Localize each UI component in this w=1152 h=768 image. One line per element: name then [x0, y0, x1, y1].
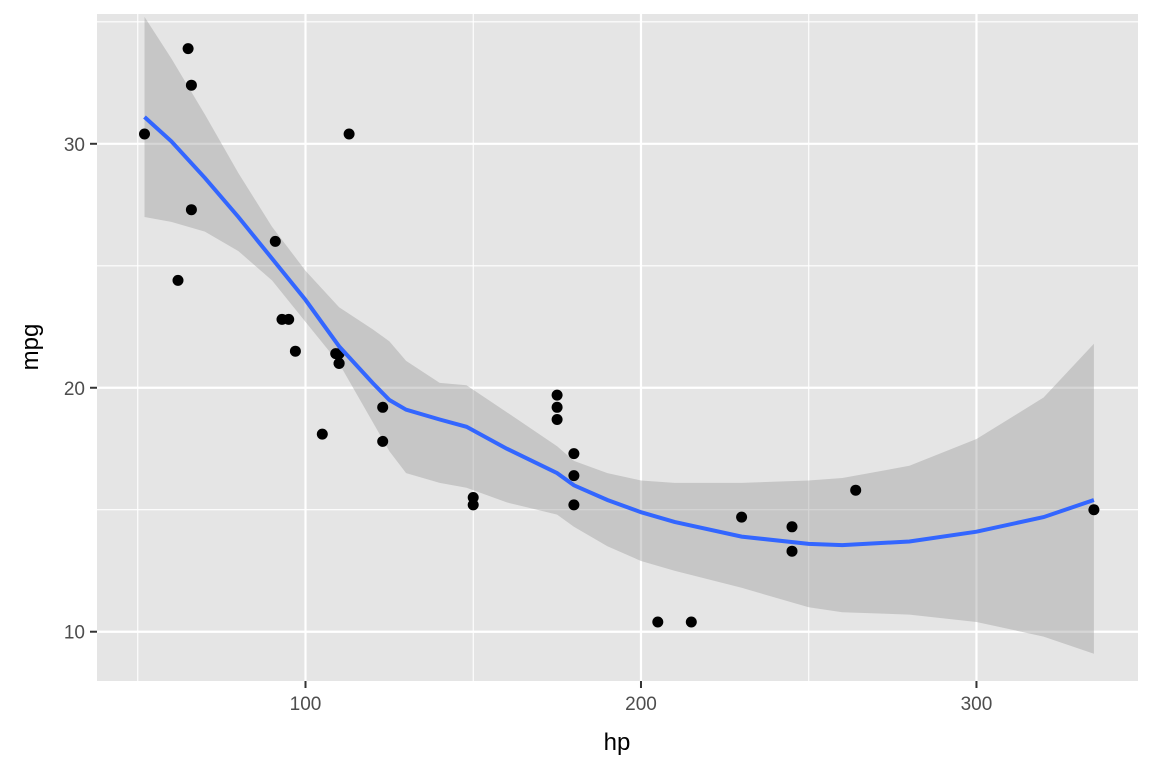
- data-point: [185, 79, 197, 91]
- data-point: [652, 616, 664, 628]
- y-tick-label: 20: [64, 379, 85, 400]
- data-point: [139, 128, 150, 140]
- data-point: [269, 235, 281, 247]
- data-point: [316, 428, 328, 440]
- data-point: [182, 43, 194, 55]
- smooth-line: [143, 115, 1095, 548]
- y-axis-title: mpg: [17, 324, 44, 371]
- y-axis: 10 20 30: [64, 135, 97, 644]
- y-tick-label: 30: [64, 135, 85, 156]
- data-point: [283, 313, 295, 325]
- major-gridlines: [97, 14, 1138, 681]
- data-point: [786, 545, 798, 557]
- plot-panel: [97, 14, 1138, 681]
- data-point: [333, 357, 345, 369]
- data-point: [330, 348, 342, 360]
- minor-gridlines: [97, 14, 1138, 681]
- data-point: [1088, 504, 1100, 516]
- data-point: [551, 401, 563, 413]
- data-point: [786, 521, 798, 533]
- x-tick-label: 200: [625, 694, 657, 715]
- data-point: [685, 616, 697, 628]
- data-point: [551, 414, 563, 425]
- x-axis: 100 200 300: [290, 681, 993, 715]
- data-point: [377, 401, 389, 413]
- x-tick-label: 100: [290, 694, 322, 715]
- data-point: [343, 128, 355, 140]
- data-point: [377, 435, 389, 447]
- data-point: [467, 499, 479, 511]
- data-point: [551, 389, 563, 401]
- data-point: [185, 204, 197, 216]
- data-point: [850, 484, 862, 496]
- data-point: [289, 345, 301, 357]
- x-axis-title: hp: [604, 729, 631, 756]
- data-point: [172, 274, 184, 286]
- data-point: [736, 511, 748, 523]
- data-point: [568, 470, 580, 482]
- y-tick-label: 10: [64, 623, 85, 644]
- data-points: [139, 43, 1100, 628]
- data-point: [568, 448, 580, 460]
- data-point: [568, 499, 580, 511]
- x-tick-label: 300: [961, 694, 993, 715]
